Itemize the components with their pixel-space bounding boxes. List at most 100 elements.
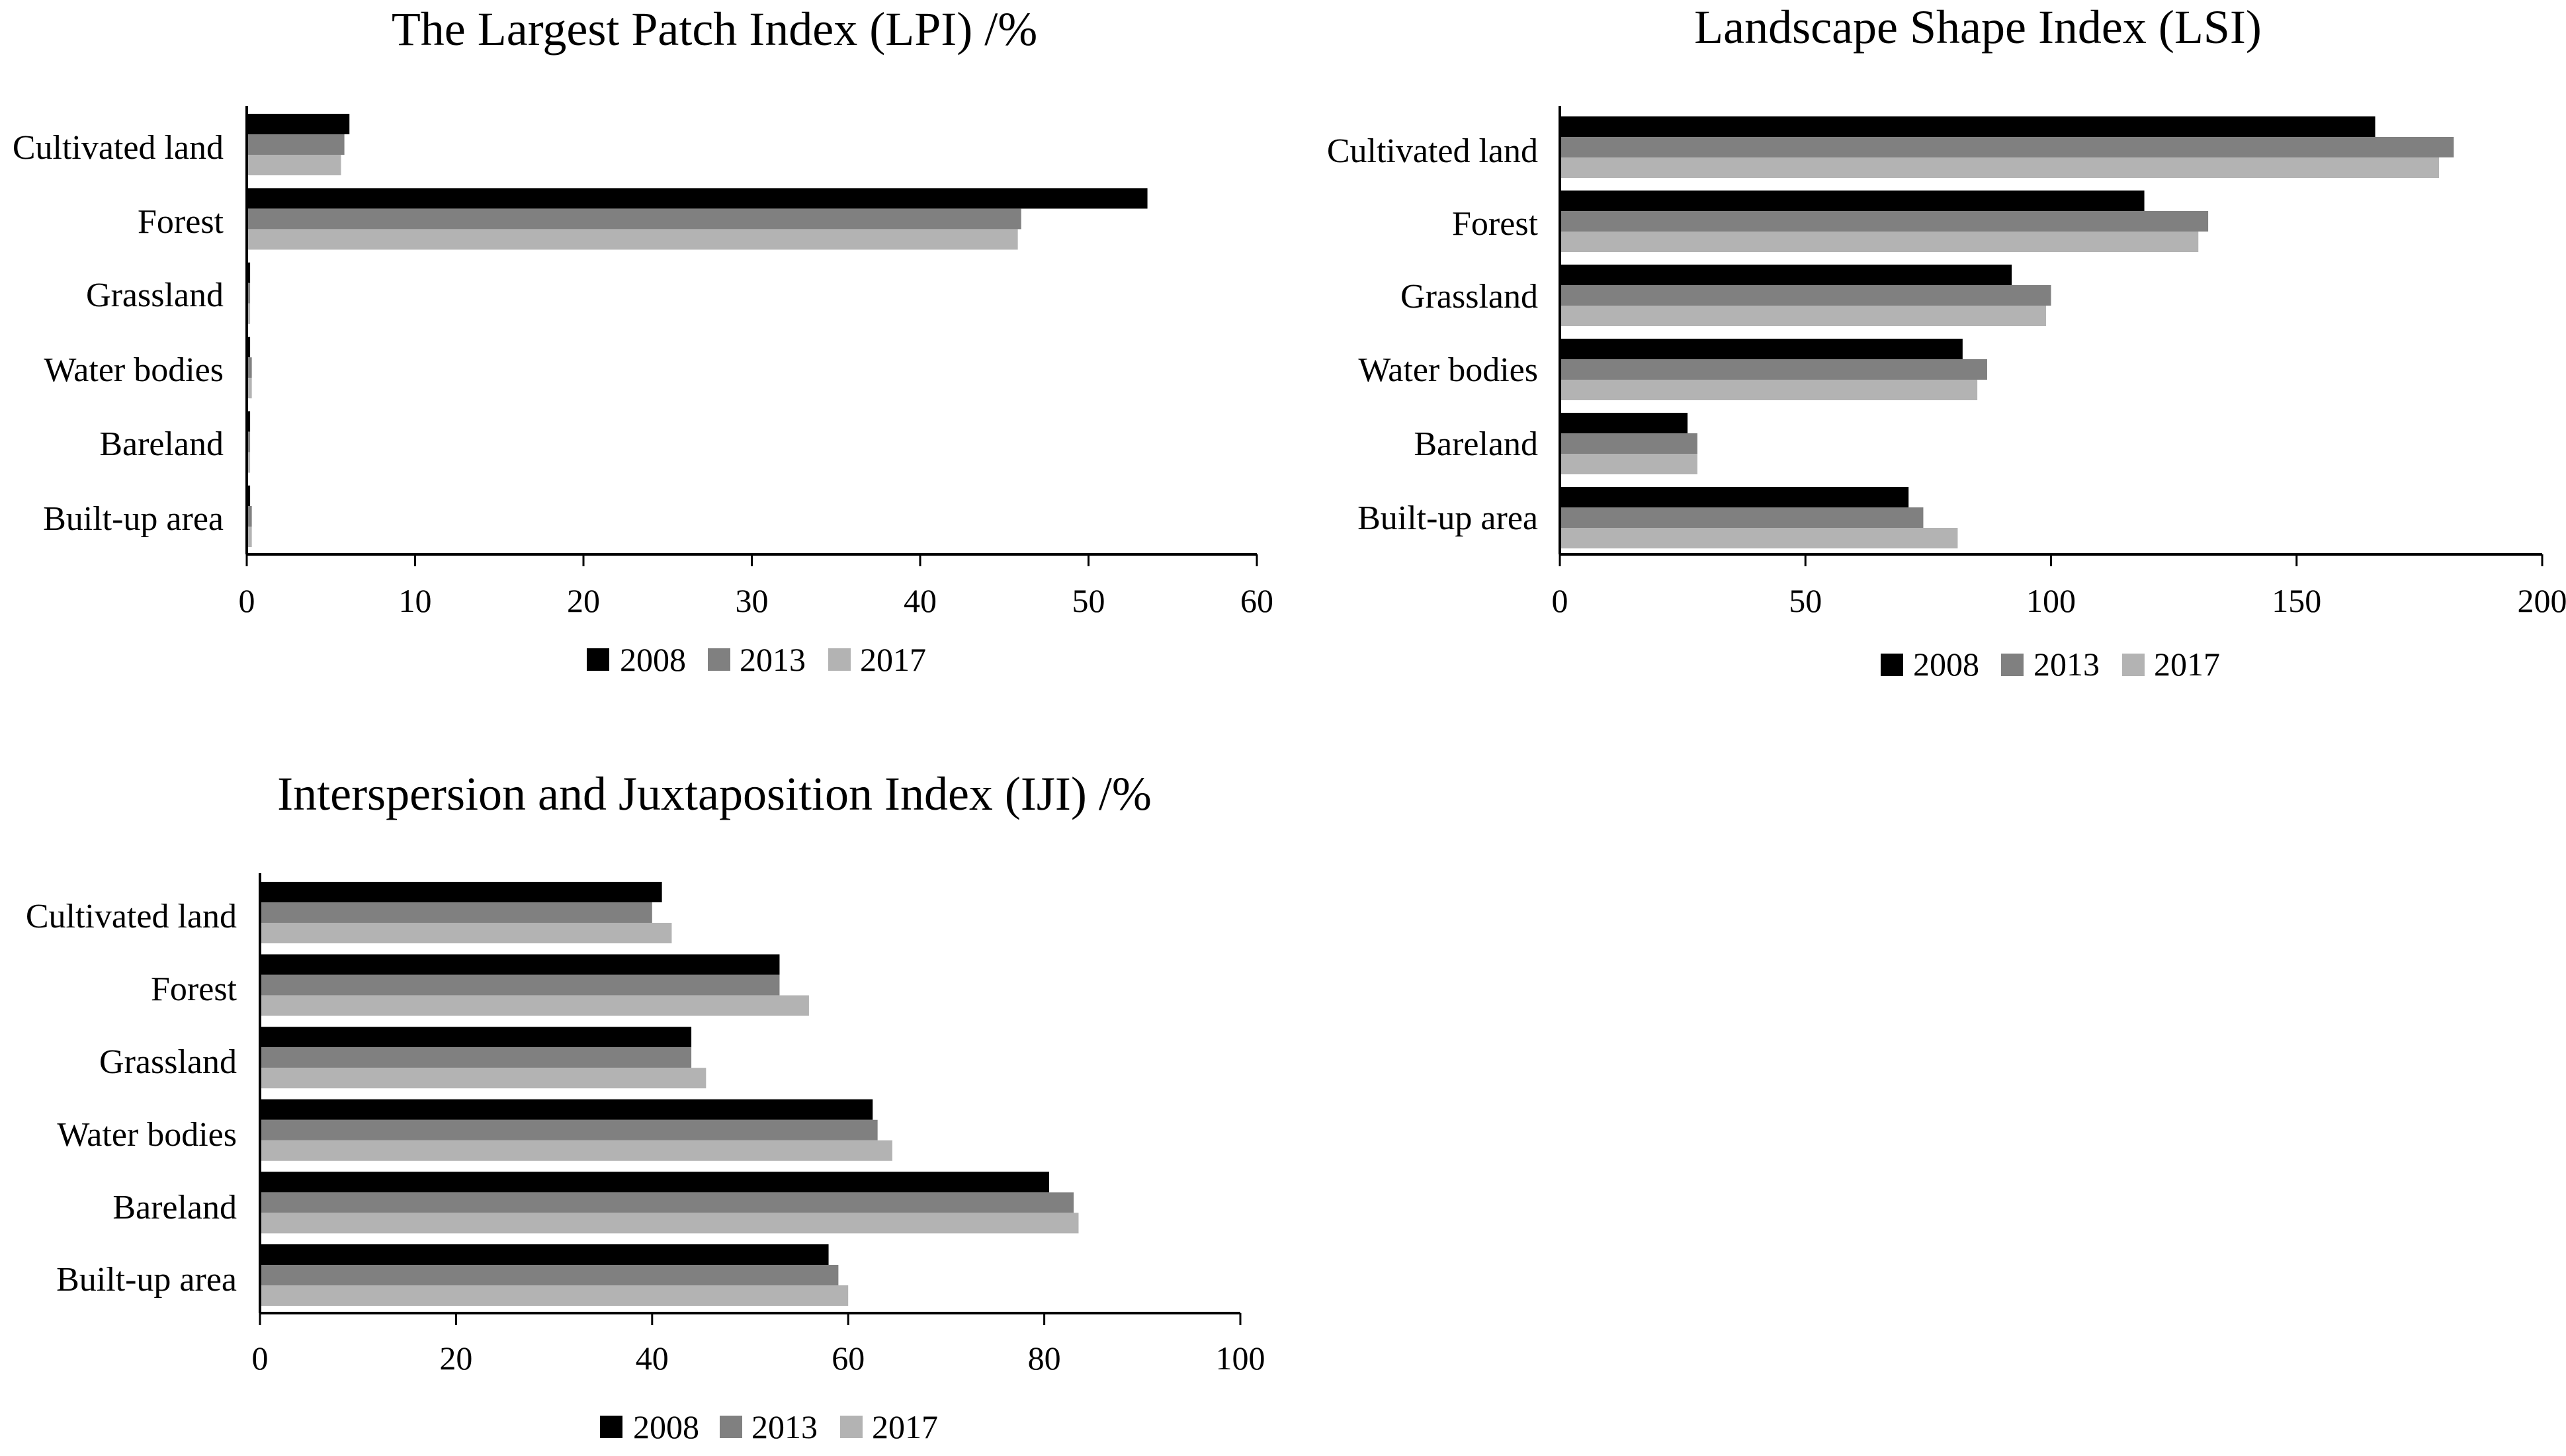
bar-grassland-2017 xyxy=(260,1068,706,1089)
legend-swatch-2017 xyxy=(840,1416,863,1438)
x-tick-label: 0 xyxy=(239,582,255,619)
x-axis-ticks xyxy=(245,554,1258,566)
legend-swatch-2013 xyxy=(720,1416,742,1438)
bar-group xyxy=(260,882,1079,1306)
chart-title: The Largest Patch Index (LPI) /% xyxy=(392,3,1037,56)
category-label: Bareland xyxy=(112,1189,237,1226)
bar-cultivated-land-2008 xyxy=(260,882,662,902)
legend-label: 2017 xyxy=(860,641,926,678)
bar-cultivated-land-2008 xyxy=(247,114,350,134)
y-axis-labels: Cultivated land Forest Grassland Water b… xyxy=(13,129,224,538)
legend-swatch-2008 xyxy=(600,1416,622,1438)
legend-swatch-2008 xyxy=(1881,654,1903,676)
bar-cultivated-land-2013 xyxy=(1560,137,2454,157)
legend: 2008 2013 2017 xyxy=(587,641,926,678)
x-tick-label: 30 xyxy=(736,582,769,619)
x-tick-label: 20 xyxy=(567,582,600,619)
bar-group xyxy=(247,114,1148,547)
y-axis-labels: Cultivated land Forest Grassland Water b… xyxy=(26,898,237,1299)
legend-label: 2008 xyxy=(1913,646,1979,683)
legend-swatch-2017 xyxy=(2122,654,2145,676)
chart-lpi: The Largest Patch Index (LPI) /% Cultiva… xyxy=(13,3,1273,678)
bar-grassland-2008 xyxy=(260,1027,692,1048)
bar-cultivated-land-2008 xyxy=(1560,116,2375,137)
x-tick-label: 10 xyxy=(399,582,432,619)
bar-water-bodies-2017 xyxy=(260,1140,892,1161)
x-tick-label: 0 xyxy=(252,1340,269,1377)
category-label: Grassland xyxy=(86,277,224,314)
bar-bareland-2008 xyxy=(247,411,251,432)
bar-water-bodies-2013 xyxy=(260,1119,878,1140)
legend-label: 2017 xyxy=(872,1408,938,1445)
category-label: Water bodies xyxy=(57,1116,237,1154)
legend-swatch-2017 xyxy=(828,648,851,671)
category-label: Forest xyxy=(151,970,237,1008)
bar-cultivated-land-2017 xyxy=(247,155,341,175)
legend-swatch-2013 xyxy=(708,648,730,671)
bar-water-bodies-2017 xyxy=(1560,380,1978,400)
chart-iji: Interspersion and Juxtaposition Index (I… xyxy=(26,767,1265,1445)
category-label: Forest xyxy=(1452,205,1539,243)
bar-cultivated-land-2013 xyxy=(260,902,652,923)
x-tick-label: 100 xyxy=(1216,1340,1265,1377)
category-label: Bareland xyxy=(99,425,224,463)
bar-bareland-2013 xyxy=(247,431,251,452)
x-tick-label: 100 xyxy=(2026,582,2076,619)
bar-grassland-2013 xyxy=(247,282,251,304)
bar-built-up-area-2013 xyxy=(247,506,252,527)
legend: 2008 2013 2017 xyxy=(1881,646,2220,683)
x-tick-label: 50 xyxy=(1789,582,1822,619)
bar-forest-2013 xyxy=(1560,211,2209,232)
category-label: Built-up area xyxy=(56,1261,237,1299)
bar-water-bodies-2013 xyxy=(247,357,252,378)
x-axis-ticks xyxy=(259,1313,1242,1325)
legend-label: 2017 xyxy=(2154,646,2220,683)
x-tick-label: 60 xyxy=(832,1340,865,1377)
legend-label: 2013 xyxy=(751,1408,818,1445)
bar-forest-2017 xyxy=(247,229,1018,250)
legend-label: 2013 xyxy=(740,641,806,678)
category-label: Built-up area xyxy=(43,500,224,538)
bar-built-up-area-2017 xyxy=(247,527,252,547)
x-tick-label: 150 xyxy=(2272,582,2321,619)
category-label: Cultivated land xyxy=(1327,132,1538,170)
bar-cultivated-land-2013 xyxy=(247,134,345,155)
bar-water-bodies-2013 xyxy=(1560,359,1987,380)
x-tick-label: 200 xyxy=(2518,582,2566,619)
category-label: Water bodies xyxy=(1358,351,1538,389)
x-axis-tick-labels: 0 10 20 30 40 50 60 xyxy=(239,582,1274,619)
bar-built-up-area-2013 xyxy=(260,1265,839,1285)
bar-built-up-area-2008 xyxy=(1560,487,1909,507)
bar-forest-2008 xyxy=(1560,191,2145,211)
x-tick-label: 80 xyxy=(1028,1340,1061,1377)
bar-built-up-area-2017 xyxy=(1560,528,1958,548)
bar-forest-2017 xyxy=(1560,232,2199,252)
bar-grassland-2008 xyxy=(247,262,251,283)
x-tick-label: 40 xyxy=(904,582,937,619)
bar-bareland-2013 xyxy=(1560,433,1697,454)
bar-built-up-area-2013 xyxy=(1560,507,1924,528)
category-label: Cultivated land xyxy=(26,898,237,935)
x-tick-label: 0 xyxy=(1552,582,1568,619)
bar-forest-2017 xyxy=(260,995,809,1016)
category-label: Bareland xyxy=(1414,425,1538,463)
legend: 2008 2013 2017 xyxy=(600,1408,938,1445)
x-tick-label: 20 xyxy=(439,1340,472,1377)
bar-water-bodies-2008 xyxy=(1560,339,1963,359)
bar-grassland-2008 xyxy=(1560,265,2012,285)
x-tick-label: 60 xyxy=(1240,582,1273,619)
legend-label: 2008 xyxy=(633,1408,699,1445)
legend-swatch-2013 xyxy=(2001,654,2024,676)
category-label: Grassland xyxy=(1400,278,1538,316)
bar-forest-2008 xyxy=(247,188,1148,209)
bar-built-up-area-2008 xyxy=(247,486,251,506)
bar-group xyxy=(1560,116,2454,548)
bar-water-bodies-2008 xyxy=(260,1099,873,1120)
chart-lsi: Landscape Shape Index (LSI) Cultivated l… xyxy=(1327,1,2566,683)
x-axis-tick-labels: 0 20 40 60 80 100 xyxy=(252,1340,1265,1377)
bar-water-bodies-2008 xyxy=(247,337,251,358)
bar-bareland-2008 xyxy=(260,1172,1050,1193)
bar-bareland-2013 xyxy=(260,1192,1074,1213)
bar-grassland-2017 xyxy=(247,303,251,324)
